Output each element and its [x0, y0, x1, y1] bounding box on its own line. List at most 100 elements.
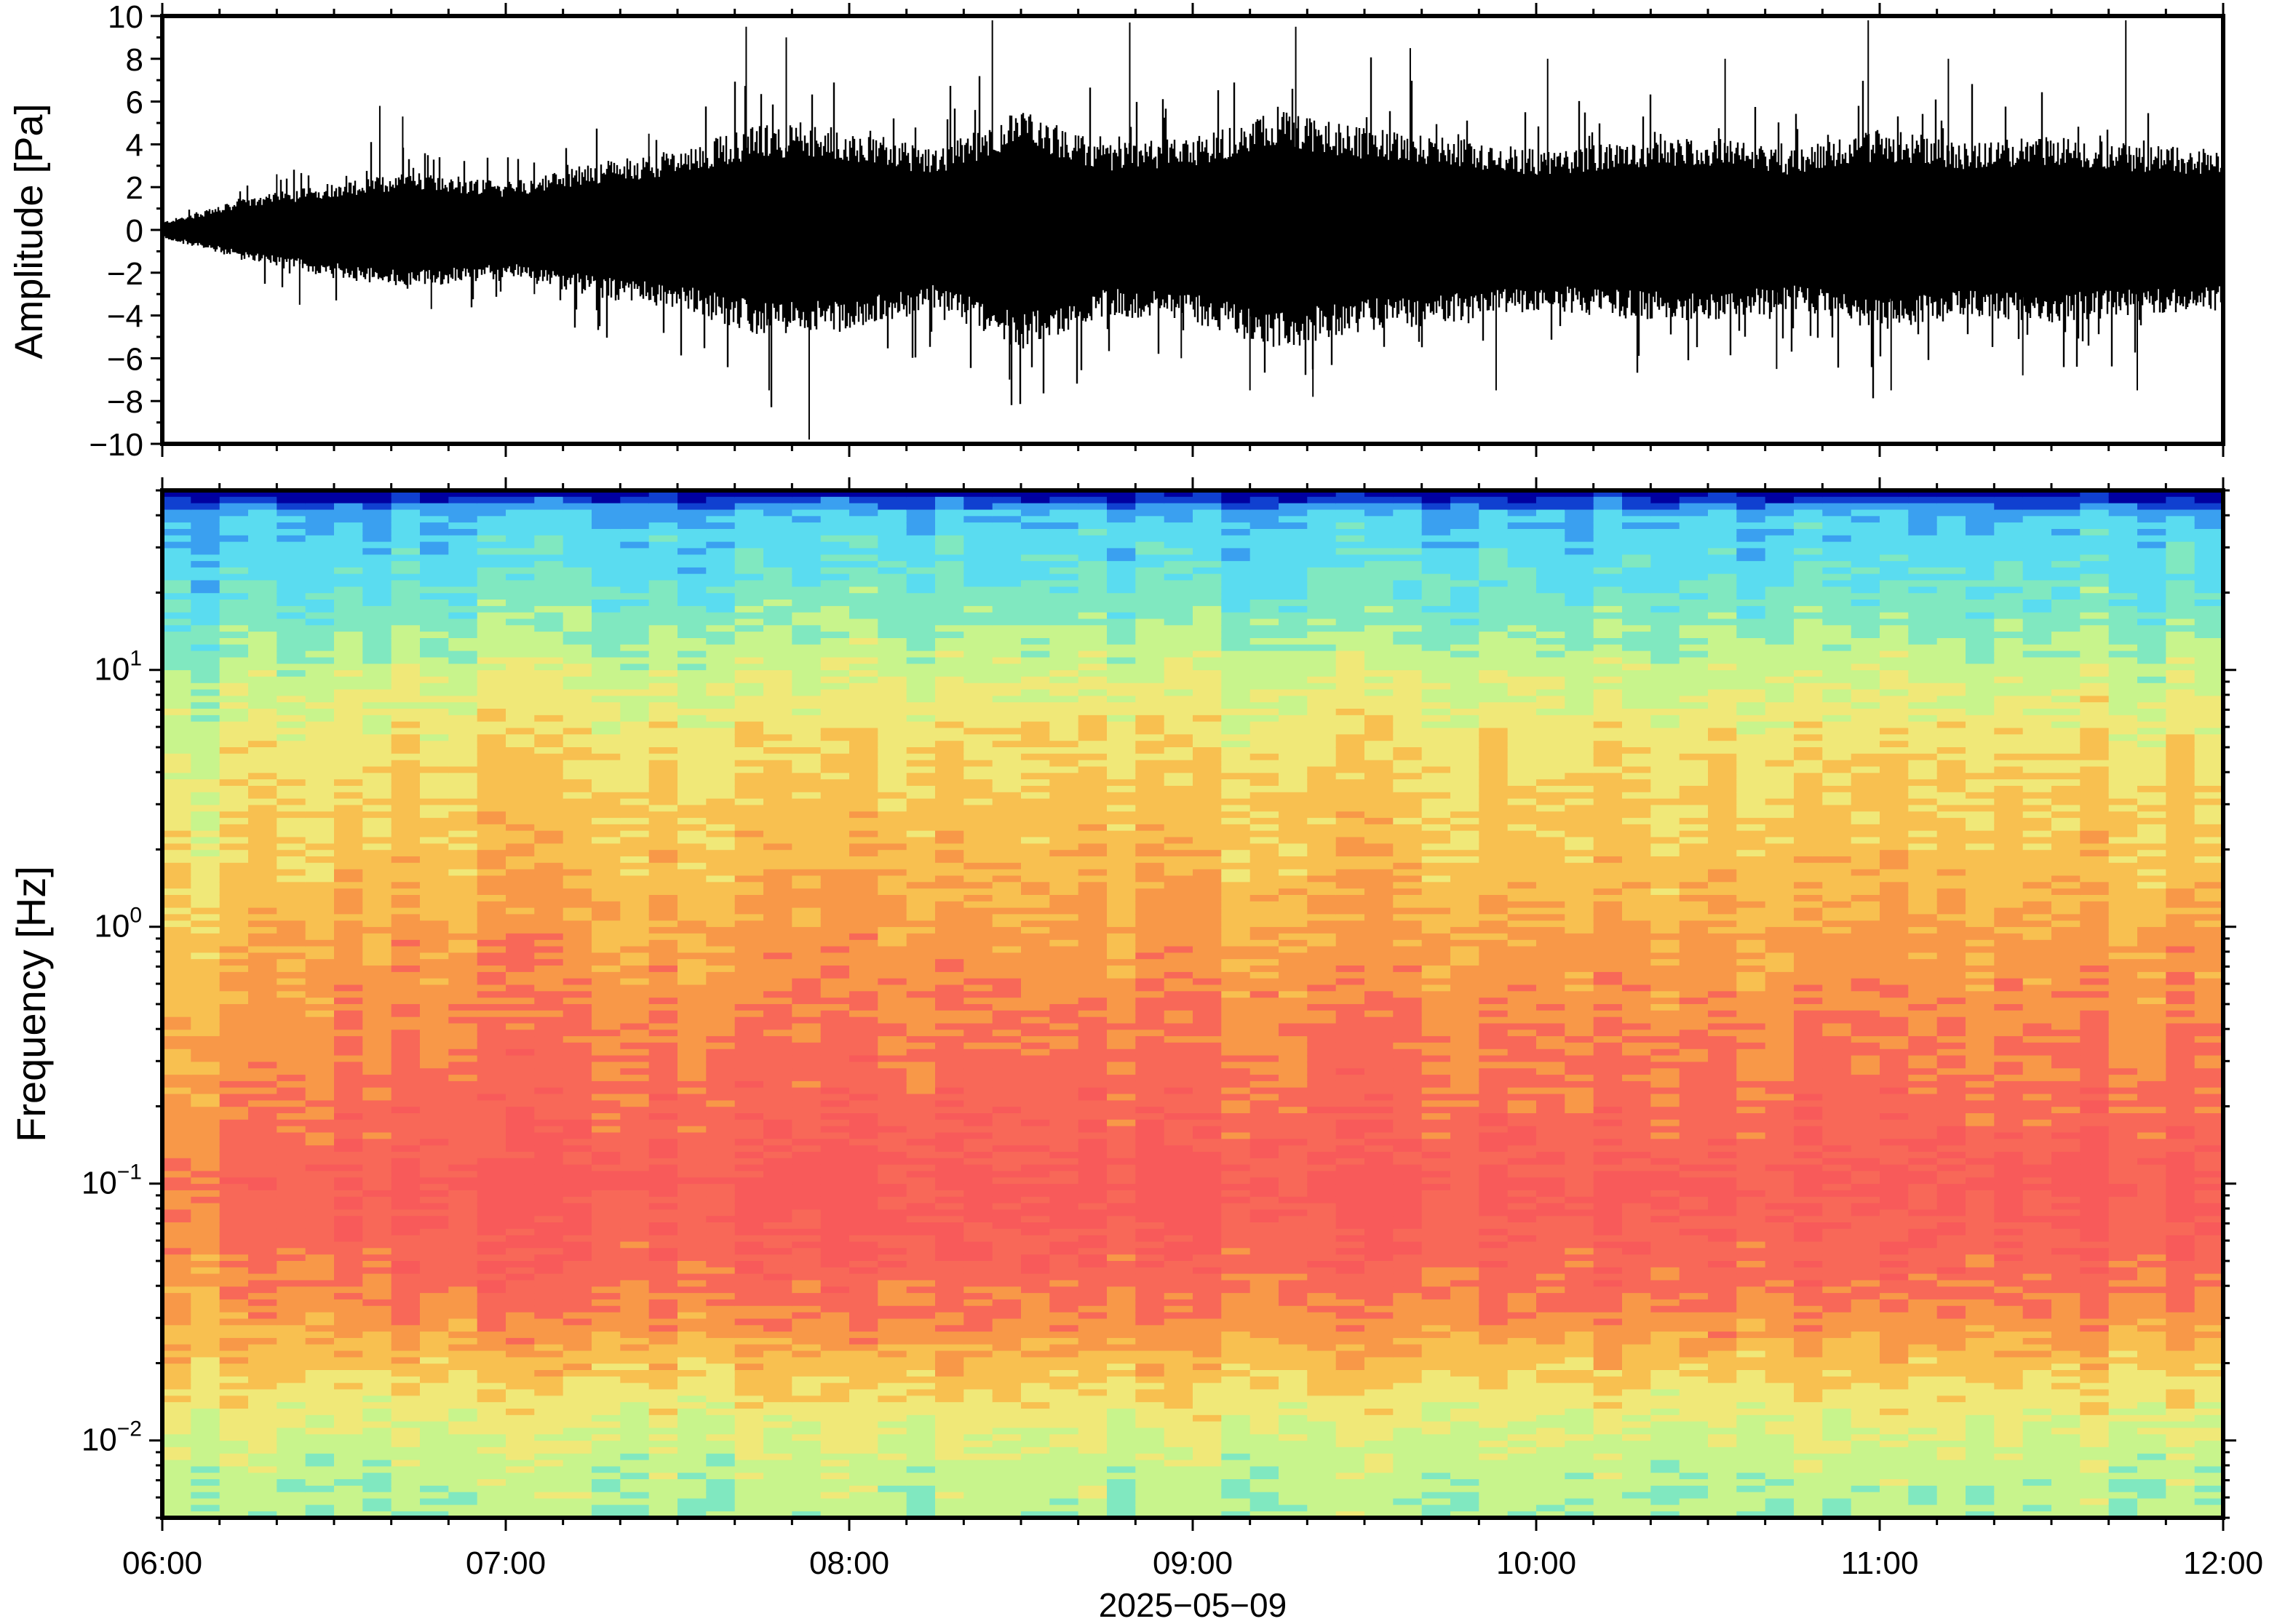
- spectrogram-cell: [792, 1132, 822, 1140]
- spectrogram-cell: [219, 1305, 249, 1313]
- spectrogram-cell: [277, 1267, 306, 1275]
- spectrogram-cell: [534, 567, 564, 575]
- spectrogram-cell: [763, 644, 793, 652]
- spectrogram-cell: [448, 1402, 478, 1409]
- spectrogram-cell: [563, 1364, 592, 1371]
- spectrogram-cell: [935, 1094, 965, 1102]
- spectrogram-cell: [878, 766, 907, 774]
- spectrogram-cell: [992, 1113, 1022, 1121]
- spectrogram-cell: [648, 1119, 678, 1127]
- spectrogram-cell: [162, 1087, 192, 1095]
- spectrogram-cell: [820, 1139, 850, 1147]
- spectrogram-cell: [849, 920, 879, 928]
- spectrogram-cell: [592, 971, 621, 979]
- spectrogram-cell: [820, 1023, 850, 1031]
- spectrogram-cell: [277, 1492, 306, 1500]
- spectrogram-cell: [162, 1511, 192, 1518]
- spectrogram-cell: [506, 1030, 536, 1038]
- spectrogram-cell: [534, 811, 564, 819]
- spectrogram-cell: [963, 605, 993, 613]
- spectrogram-cell: [620, 1505, 650, 1513]
- spectrogram-cell: [420, 766, 450, 774]
- spectrogram-cell: [792, 644, 822, 652]
- spectrogram-cell: [849, 1216, 879, 1223]
- spectrogram-cell: [362, 1299, 392, 1307]
- spectrogram-cell: [448, 779, 478, 787]
- spectrogram-cell: [477, 959, 506, 966]
- spectrogram-cell: [219, 766, 249, 774]
- spectrogram-cell: [420, 991, 450, 999]
- spectrogram-cell: [963, 1498, 993, 1506]
- spectrogram-cell: [763, 1337, 793, 1345]
- spectrogram-cell: [648, 811, 678, 819]
- spectrogram-cell: [162, 747, 192, 755]
- spectrogram-cell: [820, 1048, 850, 1056]
- spectrogram-cell: [305, 682, 335, 690]
- spectrogram-cell: [906, 696, 936, 704]
- spectrogram-cell: [677, 1344, 707, 1352]
- spectrogram-cell: [763, 734, 793, 742]
- spectrogram-cell: [162, 1357, 192, 1365]
- spectrogram-cell: [563, 1382, 592, 1390]
- spectrogram-cell: [506, 869, 536, 877]
- spectrogram-cell: [305, 644, 335, 652]
- spectrogram-cell: [362, 882, 392, 890]
- spectrogram-cell: [563, 1286, 592, 1294]
- spectrogram-cell: [763, 522, 793, 530]
- spectrogram-cell: [191, 1080, 220, 1088]
- spectrogram-cell: [305, 1010, 335, 1018]
- spectrogram-cell: [477, 818, 506, 825]
- spectrogram-cell: [248, 1286, 278, 1294]
- spectrogram-cell: [648, 1505, 678, 1513]
- spectrogram-cell: [391, 1261, 421, 1268]
- spectrogram-cell: [506, 862, 536, 870]
- spectrogram-cell: [420, 1396, 450, 1404]
- spectrogram-cell: [305, 670, 335, 677]
- spectrogram-cell: [219, 1261, 249, 1268]
- spectrogram-cell: [248, 605, 278, 613]
- spectrogram-cell: [563, 535, 592, 543]
- spectrogram-cell: [792, 554, 822, 562]
- spectrogram-cell: [219, 1171, 249, 1179]
- spectrogram-cell: [592, 862, 621, 870]
- spectrogram-cell: [620, 490, 650, 498]
- spectrogram-cell: [763, 664, 793, 672]
- spectrogram-cell: [305, 869, 335, 877]
- spectrogram-cell: [849, 696, 879, 704]
- spectrogram-cell: [906, 1511, 936, 1518]
- spectrogram-cell: [506, 567, 536, 575]
- spectrogram-cell: [305, 798, 335, 806]
- spectrogram-cell: [334, 766, 364, 774]
- spectrogram-cell: [792, 907, 822, 915]
- spectrogram-cell: [677, 901, 707, 909]
- spectrogram-cell: [592, 1241, 621, 1249]
- spectrogram-cell: [648, 1190, 678, 1198]
- spectrogram-cell: [420, 882, 450, 890]
- spectrogram-cell: [763, 1094, 793, 1102]
- spectrogram-cell: [477, 971, 506, 979]
- spectrogram-cell: [219, 650, 249, 658]
- spectrogram-cell: [648, 927, 678, 934]
- spectrogram-cell: [792, 1126, 822, 1134]
- spectrogram-cell: [706, 753, 736, 761]
- spectrogram-cell: [563, 682, 592, 690]
- spectrogram-cell: [849, 779, 879, 787]
- spectrogram-cell: [448, 567, 478, 575]
- spectrogram-cell: [906, 760, 936, 768]
- spectrogram-cell: [763, 1299, 793, 1307]
- spectrogram-cell: [391, 875, 421, 883]
- spectrogram-cell: [935, 1132, 965, 1140]
- spectrogram-cell: [849, 496, 879, 504]
- spectrogram-cell: [677, 1062, 707, 1070]
- spectrogram-cell: [563, 548, 592, 556]
- spectrogram-cell: [362, 1261, 392, 1268]
- spectrogram-cell: [820, 522, 850, 530]
- spectrogram-cell: [677, 1382, 707, 1390]
- spectrogram-cell: [248, 830, 278, 838]
- spectrogram-cell: [792, 1453, 822, 1461]
- spectrogram-cell: [305, 1075, 335, 1082]
- spectrogram-cell: [162, 753, 192, 761]
- spectrogram-cell: [362, 618, 392, 626]
- spectrogram-cell: [477, 1350, 506, 1358]
- spectrogram-cell: [620, 1023, 650, 1031]
